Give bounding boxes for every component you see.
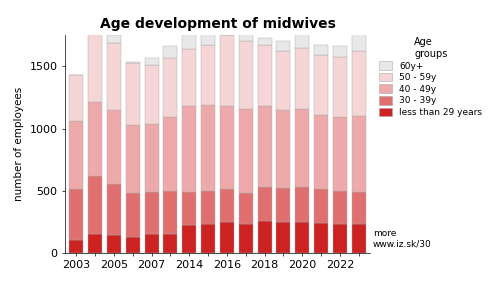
- Bar: [276, 188, 290, 222]
- Bar: [295, 222, 310, 253]
- Bar: [314, 189, 328, 223]
- Bar: [295, 187, 310, 222]
- Bar: [201, 224, 215, 253]
- Bar: [201, 45, 215, 105]
- Bar: [276, 222, 290, 253]
- Bar: [333, 46, 347, 57]
- Bar: [88, 102, 102, 176]
- Bar: [220, 35, 234, 106]
- Bar: [182, 106, 196, 192]
- Bar: [164, 233, 177, 253]
- Bar: [220, 222, 234, 253]
- Bar: [201, 191, 215, 224]
- Bar: [144, 65, 158, 124]
- Bar: [314, 115, 328, 189]
- Bar: [88, 30, 102, 102]
- Bar: [238, 109, 253, 193]
- Bar: [333, 57, 347, 117]
- Bar: [182, 49, 196, 106]
- Bar: [258, 187, 272, 221]
- Bar: [333, 191, 347, 224]
- Bar: [352, 116, 366, 192]
- Bar: [88, 24, 102, 30]
- Bar: [333, 117, 347, 191]
- Bar: [201, 24, 215, 45]
- Bar: [144, 124, 158, 192]
- Bar: [164, 117, 177, 191]
- Bar: [238, 224, 253, 253]
- Bar: [295, 48, 310, 108]
- Bar: [295, 108, 310, 187]
- Bar: [144, 192, 158, 234]
- Bar: [164, 58, 177, 117]
- Legend: 60y+, 50 - 59y, 40 - 49y, 30 - 39y, less than 29 years: 60y+, 50 - 59y, 40 - 49y, 30 - 39y, less…: [378, 36, 484, 119]
- Bar: [333, 224, 347, 253]
- Bar: [126, 193, 140, 237]
- Bar: [352, 224, 366, 253]
- Bar: [352, 34, 366, 51]
- Bar: [107, 184, 121, 235]
- Bar: [164, 46, 177, 58]
- Bar: [69, 121, 84, 189]
- Title: Age development of midwives: Age development of midwives: [100, 17, 336, 31]
- Bar: [201, 105, 215, 191]
- Bar: [88, 176, 102, 234]
- Bar: [182, 29, 196, 49]
- Bar: [107, 235, 121, 253]
- Bar: [352, 192, 366, 224]
- Bar: [258, 45, 272, 106]
- Bar: [126, 62, 140, 63]
- Bar: [182, 192, 196, 225]
- Bar: [107, 35, 121, 43]
- Bar: [88, 234, 102, 253]
- Bar: [258, 221, 272, 253]
- Bar: [107, 43, 121, 111]
- Bar: [69, 189, 84, 240]
- Bar: [258, 39, 272, 45]
- Bar: [69, 240, 84, 253]
- Bar: [238, 22, 253, 41]
- Bar: [314, 45, 328, 55]
- Bar: [314, 55, 328, 115]
- Bar: [238, 193, 253, 224]
- Bar: [276, 51, 290, 111]
- Bar: [238, 41, 253, 109]
- Bar: [144, 234, 158, 253]
- Bar: [126, 126, 140, 193]
- Bar: [69, 75, 84, 121]
- Bar: [276, 41, 290, 51]
- Text: more
www.iz.sk/30: more www.iz.sk/30: [373, 229, 432, 248]
- Bar: [126, 63, 140, 126]
- Bar: [220, 106, 234, 189]
- Bar: [258, 106, 272, 187]
- Y-axis label: number of employees: number of employees: [14, 87, 24, 201]
- Bar: [352, 51, 366, 116]
- Bar: [164, 191, 177, 233]
- Bar: [295, 34, 310, 48]
- Bar: [220, 10, 234, 35]
- Bar: [182, 225, 196, 253]
- Bar: [126, 237, 140, 253]
- Bar: [276, 111, 290, 188]
- Bar: [314, 223, 328, 253]
- Bar: [220, 189, 234, 222]
- Bar: [144, 58, 158, 65]
- Bar: [107, 111, 121, 184]
